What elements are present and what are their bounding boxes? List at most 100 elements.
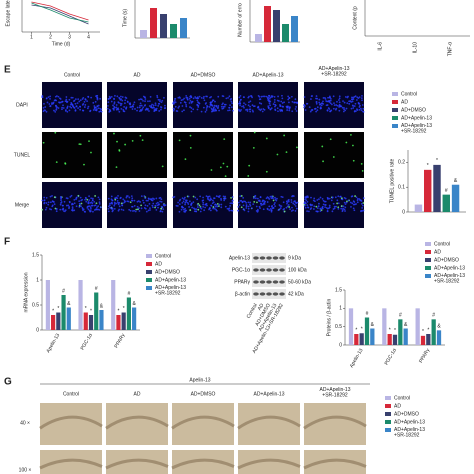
cell-dot	[244, 200, 247, 203]
cell-dot	[81, 104, 84, 106]
cell-dot	[160, 106, 163, 109]
cell-dot	[220, 206, 223, 209]
cell-dot	[113, 105, 116, 108]
cell-dot	[321, 197, 324, 200]
bar	[387, 334, 392, 345]
cell-dot	[315, 101, 318, 103]
cell-dot	[118, 110, 121, 113]
bar	[111, 280, 116, 330]
bar	[364, 317, 370, 345]
cell-dot	[220, 105, 223, 108]
cell-dot	[315, 205, 318, 208]
cell-dot	[113, 204, 116, 207]
cell-dot	[153, 108, 156, 111]
cell-dot	[42, 141, 45, 144]
cell-dot	[190, 96, 193, 98]
cell-dot	[178, 203, 181, 206]
cell-dot	[185, 105, 188, 108]
cell-dot	[73, 202, 76, 205]
cell-dot	[120, 208, 123, 211]
cell-dot	[209, 103, 212, 106]
cell-dot	[214, 205, 217, 208]
cell-dot	[249, 204, 252, 207]
cell-dot	[336, 100, 338, 103]
cell-dot	[108, 204, 111, 207]
cell-dot	[164, 107, 167, 109]
cell-dot	[329, 99, 332, 102]
cell-dot	[277, 95, 279, 98]
cell-dot	[288, 109, 291, 112]
cell-dot	[228, 106, 231, 109]
bar	[431, 319, 436, 345]
column-header: AD	[134, 72, 141, 78]
cell-dot	[231, 102, 233, 105]
cell-dot	[179, 101, 182, 104]
bar	[45, 280, 50, 330]
legend-swatch	[385, 404, 391, 408]
cell-dot	[196, 108, 199, 111]
band	[253, 256, 259, 260]
legend-swatch	[392, 92, 398, 96]
cell-dot	[326, 104, 329, 106]
deco-bar	[273, 10, 280, 42]
cell-dot	[119, 98, 122, 101]
cell-dot	[42, 106, 45, 109]
cell-dot	[230, 209, 233, 212]
cell-dot	[197, 101, 199, 104]
legend-label: Control	[434, 241, 450, 247]
band	[272, 268, 279, 272]
row-label: DAPI	[16, 102, 28, 108]
cell-dot	[251, 96, 253, 99]
cell-dot	[143, 207, 146, 209]
cell-dot	[51, 200, 54, 202]
cell-dot	[147, 107, 149, 110]
cell-dot	[176, 205, 179, 207]
cell-dot	[118, 208, 121, 211]
cell-dot	[310, 98, 312, 100]
cell-dot	[226, 165, 229, 168]
cell-dot	[188, 200, 191, 203]
cell-dot	[350, 133, 352, 136]
cell-dot	[197, 106, 200, 108]
cell-dot	[211, 104, 214, 107]
image-bg	[238, 132, 298, 178]
cell-dot	[202, 201, 205, 204]
cell-dot	[245, 207, 248, 209]
legend-label: AD+DMSO	[401, 107, 426, 113]
cell-dot	[346, 200, 348, 203]
cell-dot	[117, 107, 120, 110]
cell-dot	[140, 109, 143, 112]
micrograph	[107, 132, 167, 178]
cell-dot	[269, 207, 272, 210]
cell-dot	[345, 107, 348, 110]
cell-dot	[204, 110, 207, 113]
cell-dot	[294, 101, 297, 104]
cell-dot	[107, 197, 110, 200]
axis-label: Time (d)	[52, 41, 71, 47]
cell-dot	[145, 210, 148, 213]
cell-dot	[267, 96, 269, 99]
cell-dot	[315, 95, 318, 97]
cell-dot	[202, 106, 205, 109]
cell-dot	[320, 102, 323, 105]
legend-label: AD+Apelin-13	[401, 115, 432, 121]
cell-dot	[294, 205, 297, 207]
legend-label: Control	[155, 253, 171, 259]
cell-dot	[94, 106, 96, 109]
cell-dot	[348, 102, 351, 105]
cell-dot	[328, 96, 331, 99]
cell-dot	[208, 106, 211, 108]
cell-dot	[90, 96, 93, 99]
cell-dot	[231, 199, 234, 202]
micrograph	[172, 182, 234, 228]
cell-dot	[114, 94, 116, 97]
cell-dot	[245, 202, 248, 204]
image-bg	[238, 403, 300, 445]
bar	[126, 297, 131, 330]
y-tick-label: 0.5	[32, 302, 39, 308]
cell-dot	[136, 106, 139, 109]
cell-dot	[182, 206, 185, 209]
bar	[56, 312, 61, 330]
cell-dot	[144, 108, 147, 111]
cell-dot	[360, 162, 363, 165]
